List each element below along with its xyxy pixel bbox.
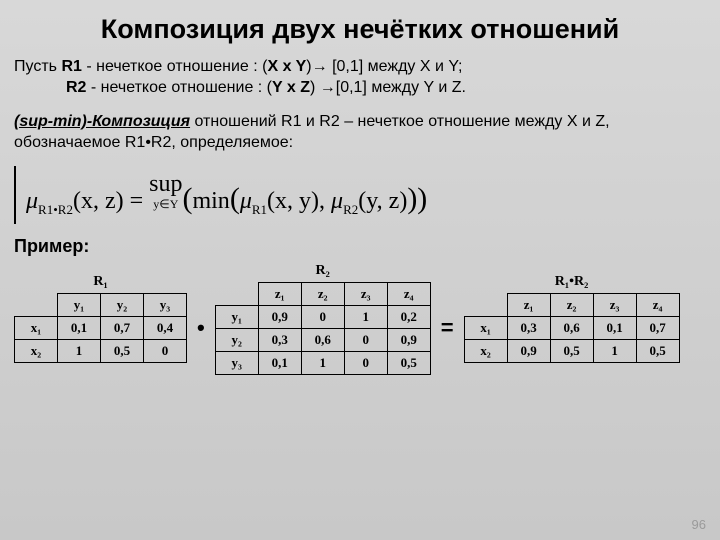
col-h: y₁	[58, 294, 101, 317]
row-h: x₁	[464, 317, 507, 340]
sup-op: sup y∈Y	[149, 172, 182, 210]
col-h: z₁	[258, 282, 301, 305]
txt: - нечеткое отношение : (	[82, 58, 268, 75]
col-h: z₂	[301, 282, 344, 305]
col-h: z₄	[636, 294, 679, 317]
table-title: R₁•R₂	[464, 274, 680, 293]
txt: Y x Z	[272, 79, 310, 96]
cell: 0,5	[550, 340, 593, 363]
definition: (sup-min)-Композиция отношений R1 и R2 –…	[0, 101, 720, 158]
cell: 0,1	[593, 317, 636, 340]
col-h: z₄	[387, 282, 430, 305]
col-h: z₂	[550, 294, 593, 317]
cell: 0,9	[387, 328, 430, 351]
row-h: x₂	[15, 340, 58, 363]
args: (x, y),	[267, 188, 331, 214]
cell: 0,4	[144, 317, 187, 340]
cell: 0,3	[258, 328, 301, 351]
col-h: z₃	[593, 294, 636, 317]
cell: 1	[301, 351, 344, 374]
cell: 0,6	[301, 328, 344, 351]
table-r1r2: R₁•R₂ z₁ z₂ z₃ z₄ x₁ 0,3 0,6 0,1 0,7 x₂ …	[464, 274, 680, 363]
cell: 0,6	[550, 317, 593, 340]
table-title: R₂	[215, 263, 431, 282]
cell: 0,7	[636, 317, 679, 340]
table-r2: R₂ z₁ z₂ z₃ z₄ y₁ 0,9 0 1 0,2 y₂ 0,3 0,6…	[215, 263, 431, 375]
sub: R2	[343, 202, 358, 217]
cell: 0,7	[101, 317, 144, 340]
mu: μ	[331, 188, 343, 214]
eq-op: =	[441, 297, 454, 341]
cell: 0	[344, 351, 387, 374]
txt: )→ [0,1] между X и Y;	[306, 58, 462, 75]
tables-row: R₁ y₁ y₂ y₃ x₁ 0,1 0,7 0,4 x₂ 1 0,5 0 • …	[0, 263, 720, 375]
cell: 1	[344, 305, 387, 328]
row-h: x₁	[15, 317, 58, 340]
cell: 0	[301, 305, 344, 328]
args: (x, z) =	[73, 188, 149, 214]
row-h: y₁	[215, 305, 258, 328]
paren: (	[230, 182, 240, 215]
formula-block: μR1•R2(x, z) = supy∈Y(min(μR1(x, y), μR2…	[0, 158, 720, 228]
mu: μ	[240, 188, 252, 214]
intro-block: Пусть R1 - нечеткое отношение : (X x Y)→…	[0, 53, 720, 101]
sup-cond: y∈Y	[149, 198, 182, 210]
def-term: (sup-min)-Композиция	[14, 113, 190, 130]
row-h: y₂	[215, 328, 258, 351]
dot-op: •	[197, 297, 205, 341]
page-title: Композиция двух нечётких отношений	[0, 0, 720, 53]
example-label: Пример:	[0, 228, 720, 263]
sub: R1	[252, 202, 267, 217]
sup: sup	[149, 172, 182, 196]
txt: ) →[0,1] между Y и Z.	[310, 79, 466, 96]
cell: 0,9	[258, 305, 301, 328]
table-title: R₁	[14, 274, 187, 293]
col-h: y₃	[144, 294, 187, 317]
cell: 1	[593, 340, 636, 363]
txt: Пусть	[14, 58, 61, 75]
cell: 0,5	[387, 351, 430, 374]
args: (y, z)	[358, 188, 407, 214]
txt: X x Y	[267, 58, 306, 75]
page-number: 96	[692, 517, 706, 532]
cell: 0,5	[101, 340, 144, 363]
cell: 0,3	[507, 317, 550, 340]
cell: 0	[344, 328, 387, 351]
cell: 0,5	[636, 340, 679, 363]
row-h: y₃	[215, 351, 258, 374]
txt: - нечеткое отношение : (	[86, 79, 272, 96]
row-h: x₂	[464, 340, 507, 363]
paren: (	[182, 182, 192, 215]
paren: ))	[407, 182, 427, 215]
sub: R1•R2	[38, 202, 73, 217]
txt: R1	[61, 58, 81, 75]
cell: 0,1	[58, 317, 101, 340]
mu: μ	[26, 188, 38, 214]
txt: R2	[66, 79, 86, 96]
col-h: z₁	[507, 294, 550, 317]
cell: 0,9	[507, 340, 550, 363]
cell: 1	[58, 340, 101, 363]
table-r1: R₁ y₁ y₂ y₃ x₁ 0,1 0,7 0,4 x₂ 1 0,5 0	[14, 274, 187, 363]
cell: 0,1	[258, 351, 301, 374]
col-h: z₃	[344, 282, 387, 305]
cell: 0,2	[387, 305, 430, 328]
min: min	[192, 188, 229, 214]
cell: 0	[144, 340, 187, 363]
col-h: y₂	[101, 294, 144, 317]
